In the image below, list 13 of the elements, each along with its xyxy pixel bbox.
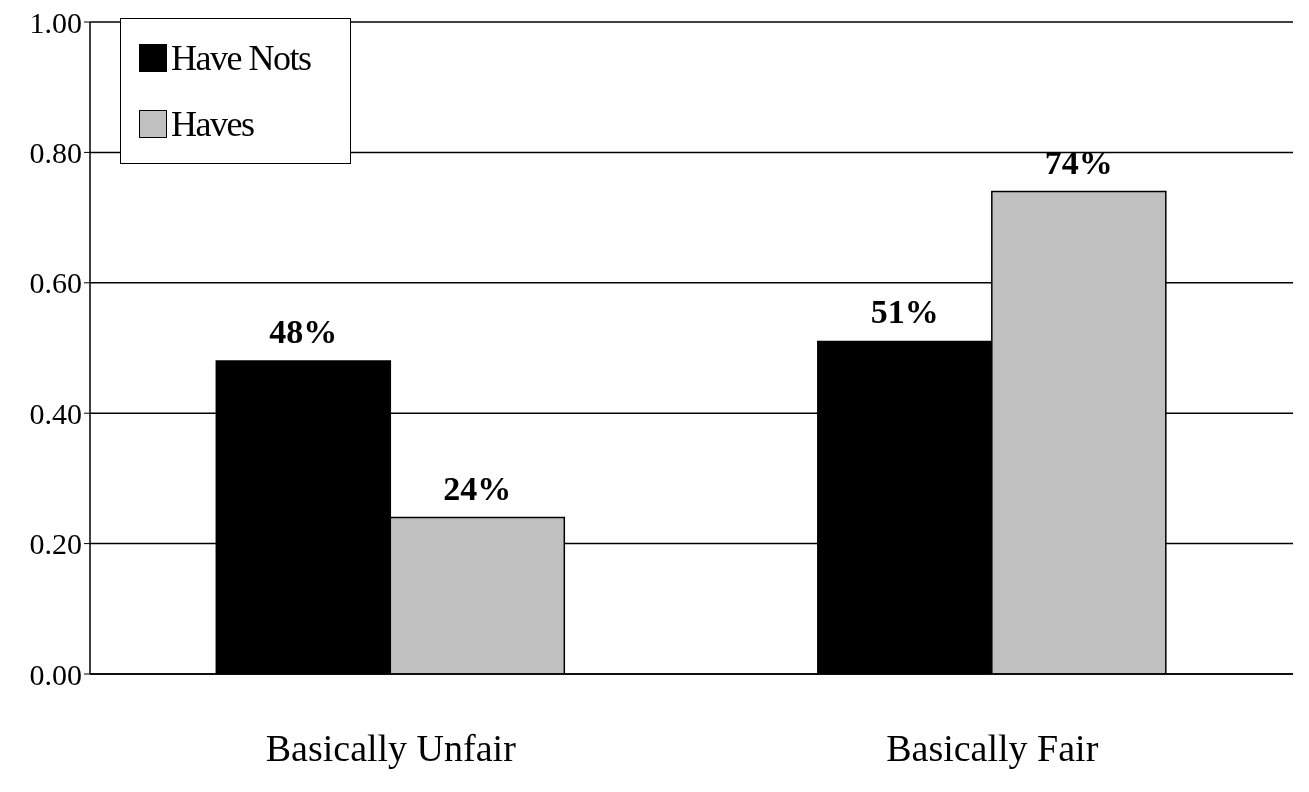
y-tick-label: 0.80 — [29, 136, 82, 170]
y-tick-label: 1.00 — [29, 5, 82, 39]
data-label: 24% — [443, 469, 512, 507]
data-label: 51% — [870, 293, 939, 331]
data-label: 48% — [269, 313, 338, 351]
x-tick-label: Basically Fair — [886, 726, 1099, 769]
x-tick-label: Basically Unfair — [265, 726, 517, 769]
y-tick-label: 0.20 — [29, 527, 82, 561]
y-tick-label: 0.60 — [29, 266, 82, 300]
legend-label: Have Nots — [171, 37, 311, 79]
y-tick-label: 0.40 — [29, 396, 82, 430]
y-tick-label: 0.00 — [29, 657, 82, 691]
legend-label: Haves — [171, 103, 254, 145]
